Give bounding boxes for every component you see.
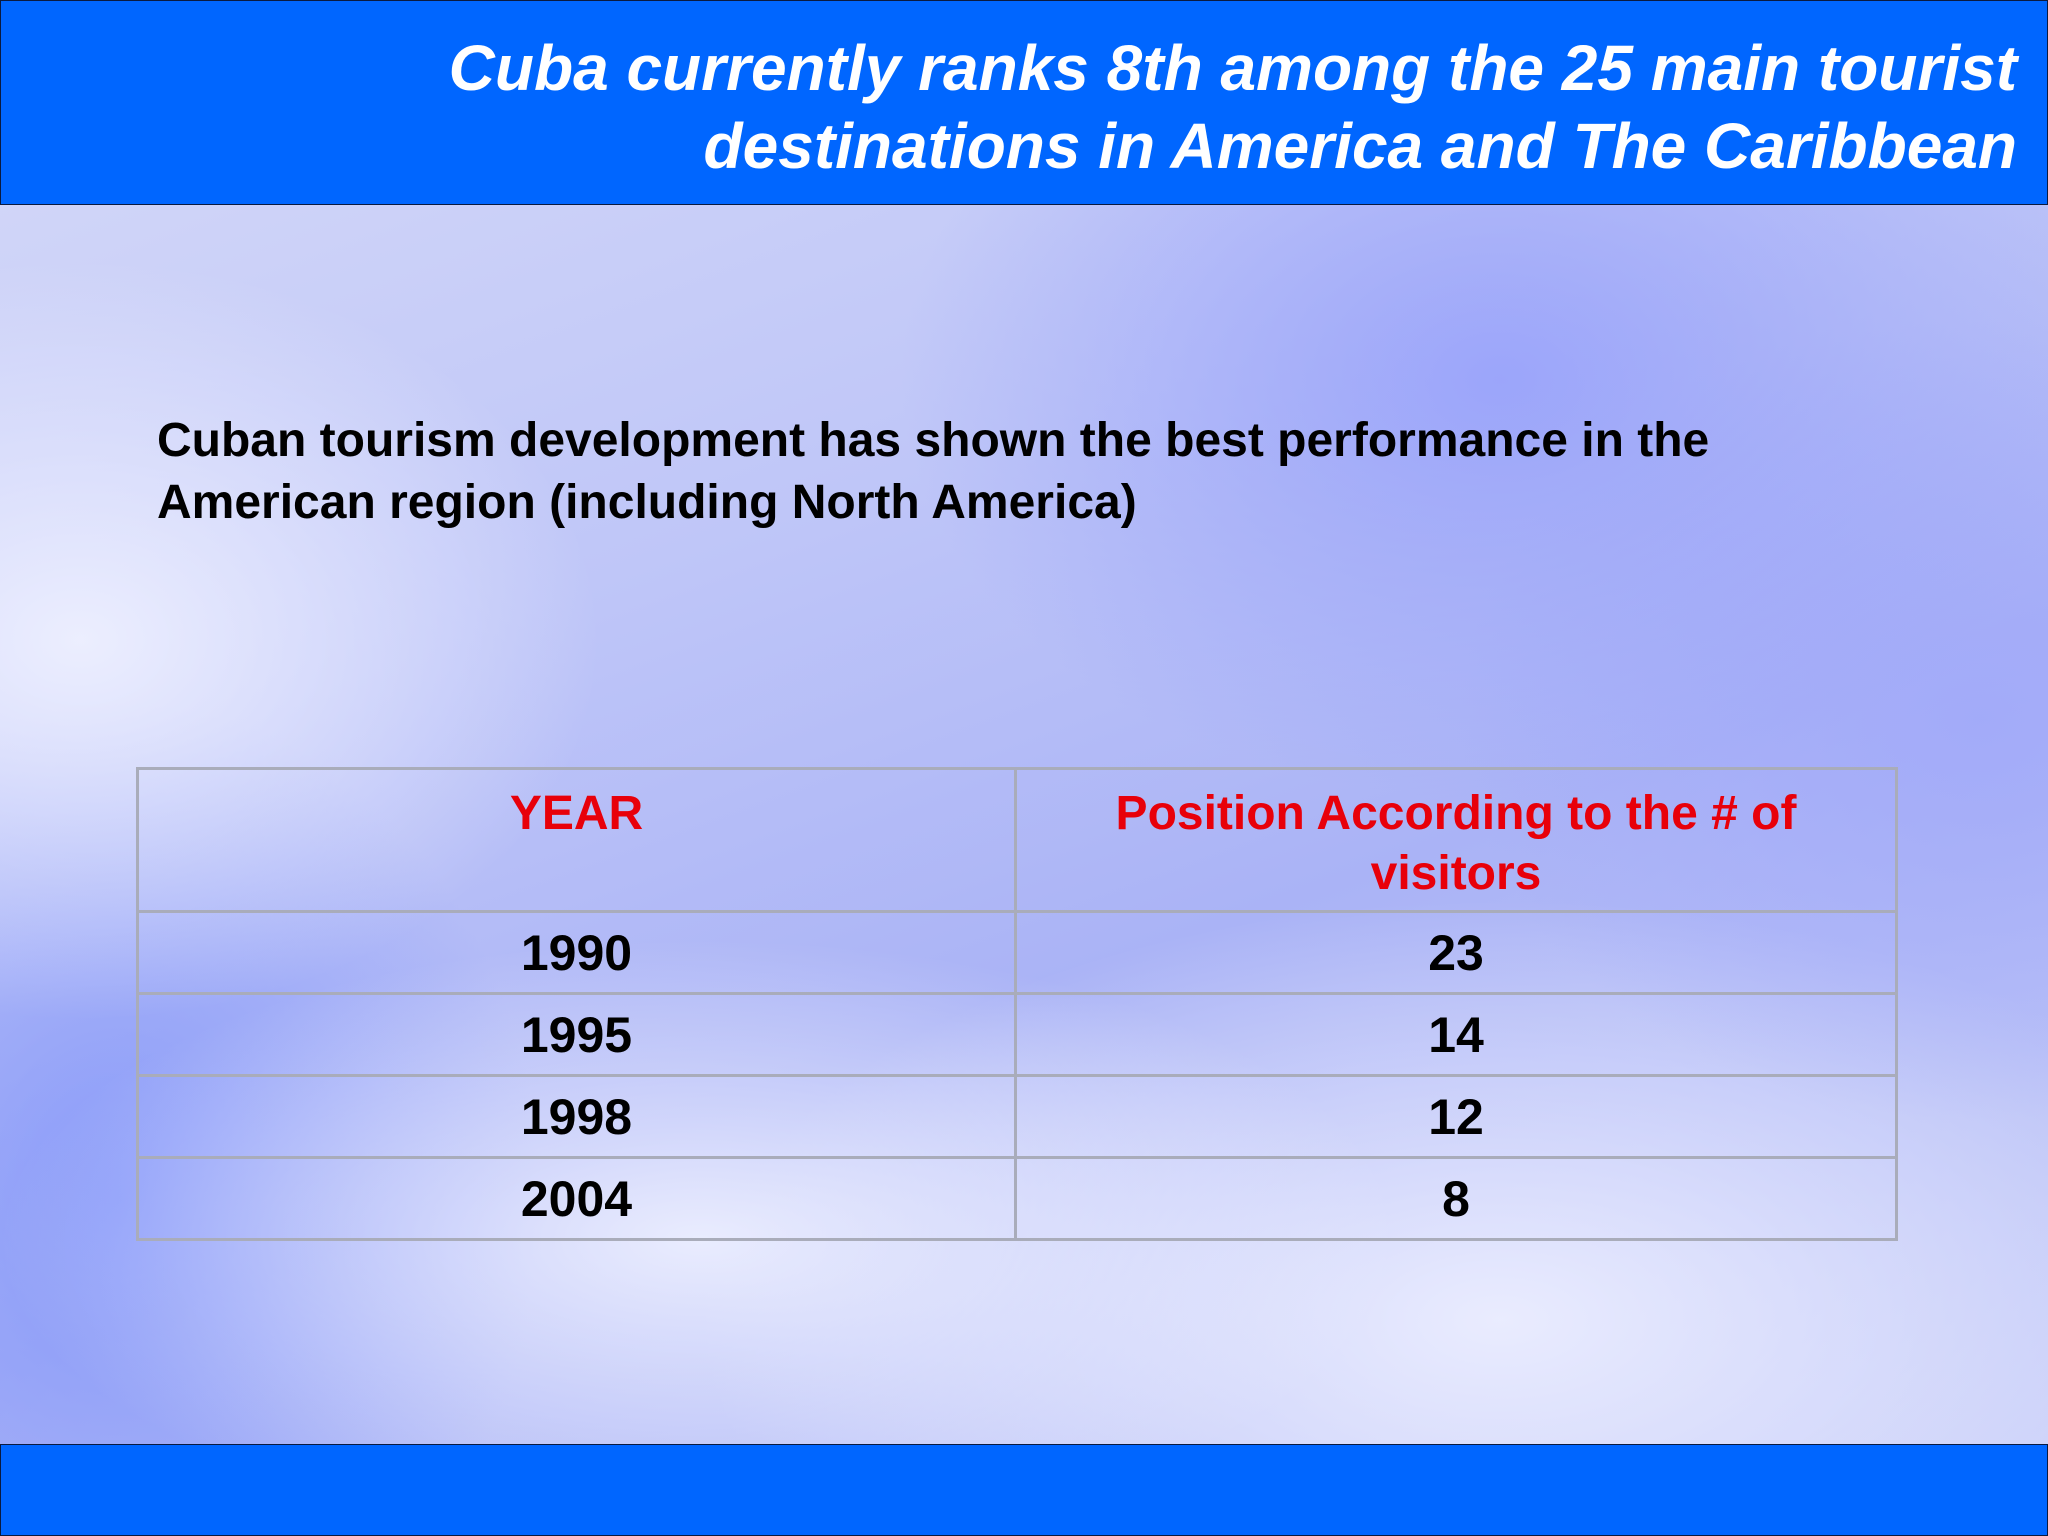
year-cell: 1990 bbox=[136, 910, 1017, 995]
title-bar: Cuba currently ranks 8th among the 25 ma… bbox=[0, 0, 2048, 205]
position-column-header: Position According to the # of visitors bbox=[1014, 767, 1898, 913]
ranking-table: YEAR Position According to the # of visi… bbox=[136, 767, 1898, 1241]
slide-subtitle: Cuban tourism development has shown the … bbox=[157, 414, 1710, 529]
slide-title: Cuba currently ranks 8th among the 25 ma… bbox=[448, 32, 2017, 182]
position-cell: 23 bbox=[1014, 910, 1898, 995]
year-column-header: YEAR bbox=[136, 767, 1017, 913]
position-cell: 8 bbox=[1014, 1156, 1898, 1241]
year-cell: 2004 bbox=[136, 1156, 1017, 1241]
position-cell: 14 bbox=[1014, 992, 1898, 1077]
table-row: 1995 14 bbox=[136, 992, 1898, 1077]
year-cell: 1998 bbox=[136, 1074, 1017, 1159]
position-cell: 12 bbox=[1014, 1074, 1898, 1159]
table-row: 1990 23 bbox=[136, 910, 1898, 995]
table-row: 2004 8 bbox=[136, 1156, 1898, 1241]
table-row: 1998 12 bbox=[136, 1074, 1898, 1159]
footer-bar bbox=[0, 1444, 2048, 1536]
table-header-row: YEAR Position According to the # of visi… bbox=[136, 767, 1898, 913]
year-cell: 1995 bbox=[136, 992, 1017, 1077]
